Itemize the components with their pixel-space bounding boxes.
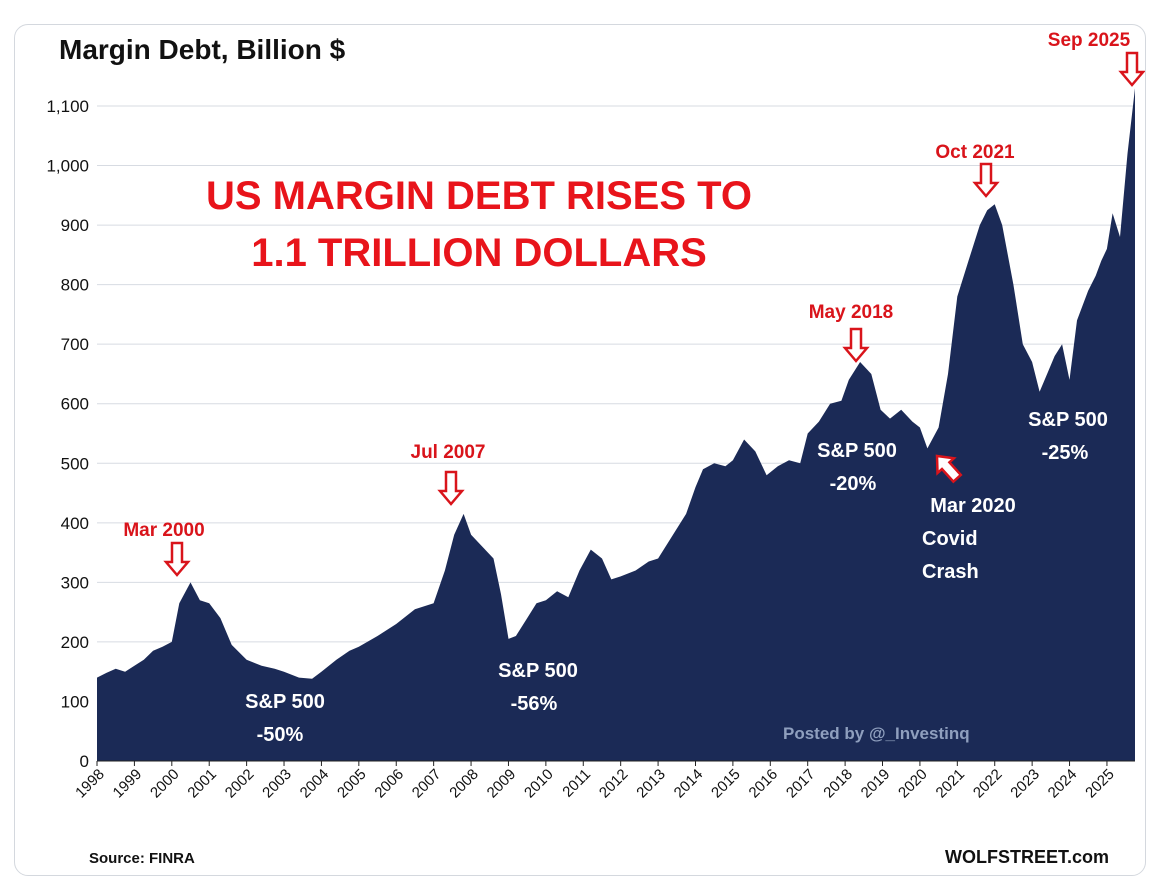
y-tick-label: 400	[61, 514, 89, 533]
arrow-down-icon	[437, 470, 465, 506]
y-tick-label: 1,100	[46, 97, 89, 116]
arrow-down-icon	[163, 541, 191, 577]
x-tick-label: 2014	[671, 766, 707, 802]
covid-date-label: Mar 2020	[930, 495, 1016, 517]
margin-debt-area	[97, 88, 1135, 762]
x-tick-label: 2010	[521, 766, 557, 802]
chart-title: Margin Debt, Billion $	[59, 34, 346, 65]
x-tick-label: 2003	[259, 766, 295, 802]
x-tick-label: 1999	[110, 766, 146, 802]
x-tick-label: 1998	[72, 766, 108, 802]
x-tick-label: 2008	[446, 766, 482, 802]
y-tick-label: 300	[61, 573, 89, 592]
x-tick-label: 2002	[222, 766, 258, 802]
y-tick-label: 900	[61, 216, 89, 235]
headline-line-2: 1.1 TRILLION DOLLARS	[251, 231, 707, 275]
y-tick-label: 0	[80, 752, 89, 771]
x-tick-label: 2001	[184, 766, 220, 802]
sp500-2018-value: -20%	[830, 473, 877, 495]
x-tick-label: 2015	[708, 766, 744, 802]
x-tick-label: 2017	[783, 766, 819, 802]
arrow-up-left-icon	[935, 454, 963, 484]
arrow-down-icon	[972, 162, 1000, 198]
y-tick-label: 100	[61, 692, 89, 711]
x-tick-label: 2018	[820, 766, 856, 802]
x-tick-label: 2000	[147, 766, 183, 802]
y-tick-label: 200	[61, 633, 89, 652]
sp500-2002-label: S&P 500	[245, 691, 325, 713]
x-tick-label: 2023	[1007, 766, 1043, 802]
label-oct-2021: Oct 2021	[935, 142, 1015, 163]
posted-by-watermark: Posted by @_Investinq	[783, 724, 970, 743]
label-mar-2000: Mar 2000	[123, 520, 204, 541]
source-label: Source: FINRA	[89, 850, 195, 867]
x-tick-label: 2024	[1045, 766, 1081, 802]
wolfstreet-brand: WOLFSTREET.com	[945, 847, 1109, 867]
arrow-down-icon	[842, 327, 870, 363]
y-tick-label: 600	[61, 395, 89, 414]
y-axis-ticks: 0 100 200 300 400 500 600 700 800 900 1,000 1,100	[46, 97, 89, 771]
x-axis-ticks: 1998 1999 2000 2001 2002 2003 2004 2005 2006 2007…	[72, 761, 1118, 801]
y-tick-label: 700	[61, 335, 89, 354]
headline-line-1: US MARGIN DEBT RISES TO	[206, 174, 752, 218]
sp500-2009-label: S&P 500	[498, 660, 578, 682]
x-tick-label: 2022	[970, 766, 1006, 802]
y-tick-label: 800	[61, 276, 89, 295]
annotation-arrows	[163, 51, 1145, 577]
sp500-2009-value: -56%	[511, 693, 558, 715]
x-tick-label: 2012	[596, 766, 632, 802]
x-tick-label: 2020	[895, 766, 931, 802]
sp500-2022-value: -25%	[1042, 442, 1089, 464]
label-sep-2025: Sep 2025	[1048, 30, 1131, 51]
crash-label: Crash	[922, 561, 979, 583]
x-tick-label: 2016	[746, 766, 782, 802]
x-tick-label: 2009	[484, 766, 520, 802]
y-tick-label: 500	[61, 454, 89, 473]
x-tick-label: 2021	[933, 766, 969, 802]
x-tick-label: 2019	[858, 766, 894, 802]
arrow-down-icon	[1118, 51, 1145, 87]
x-tick-label: 2007	[409, 766, 445, 802]
label-jul-2007: Jul 2007	[411, 442, 486, 463]
sp500-2022-label: S&P 500	[1028, 409, 1108, 431]
label-may-2018: May 2018	[809, 302, 894, 323]
sp500-2002-value: -50%	[257, 724, 304, 746]
x-tick-label: 2013	[633, 766, 669, 802]
x-tick-label: 2004	[297, 766, 333, 802]
x-tick-label: 2006	[371, 766, 407, 802]
margin-debt-chart: Margin Debt, Billion $ 0 100 200 300 400 500 6…	[46, 30, 1145, 867]
gridlines	[97, 105, 1135, 702]
x-tick-label: 2011	[559, 766, 594, 801]
covid-label: Covid	[922, 528, 978, 550]
sp500-2018-label: S&P 500	[817, 440, 897, 462]
x-tick-label: 2005	[334, 766, 370, 802]
y-tick-label: 1,000	[46, 157, 89, 176]
chart-card: Margin Debt, Billion $ 0 100 200 300 400 500 6…	[14, 24, 1146, 876]
x-tick-label: 2025	[1082, 766, 1118, 802]
